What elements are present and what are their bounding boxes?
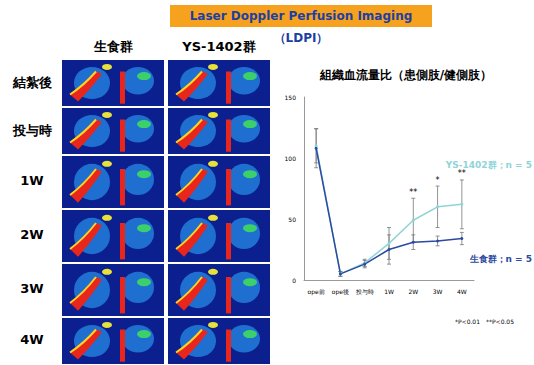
svg-text:*P<0.01 **P<0.05: *P<0.01 **P<0.05 xyxy=(455,318,514,325)
html-text:結紮後: 結紮後 xyxy=(12,75,52,90)
svg-text:生食群；n = 5: 生食群；n = 5 xyxy=(469,254,532,264)
svg-text:YS-1402群；n = 5: YS-1402群；n = 5 xyxy=(445,160,532,170)
svg-text:0: 0 xyxy=(292,277,296,284)
svg-text:**: ** xyxy=(409,188,417,197)
html-text:生食群: 生食群 xyxy=(93,39,133,54)
svg-text:3W: 3W xyxy=(433,288,443,295)
html-text:4W: 4W xyxy=(20,332,44,347)
html-text:1W: 1W xyxy=(20,173,44,188)
svg-text:100: 100 xyxy=(285,155,297,162)
html-text:Laser Doppler Perfusion Imagin: Laser Doppler Perfusion Imaging（LDPI） xyxy=(189,9,413,45)
html-text:2W: 2W xyxy=(20,227,44,242)
html-text:投与時: 投与時 xyxy=(12,123,52,138)
svg-text:ope後: ope後 xyxy=(332,288,349,296)
svg-text:2W: 2W xyxy=(408,288,418,295)
svg-text:組織血流量比（患側肢/健側肢）: 組織血流量比（患側肢/健側肢） xyxy=(319,68,492,82)
svg-text:*: * xyxy=(436,176,440,185)
html-text:3W: 3W xyxy=(20,281,44,296)
svg-text:4W: 4W xyxy=(457,288,467,295)
svg-text:1W: 1W xyxy=(384,288,394,295)
svg-text:投与時: 投与時 xyxy=(355,288,374,295)
svg-text:50: 50 xyxy=(288,216,296,223)
svg-text:150: 150 xyxy=(285,94,297,101)
svg-text:**: ** xyxy=(458,169,466,178)
svg-text:ope前: ope前 xyxy=(308,288,325,296)
html-text:YS-1402群: YS-1402群 xyxy=(182,39,256,54)
